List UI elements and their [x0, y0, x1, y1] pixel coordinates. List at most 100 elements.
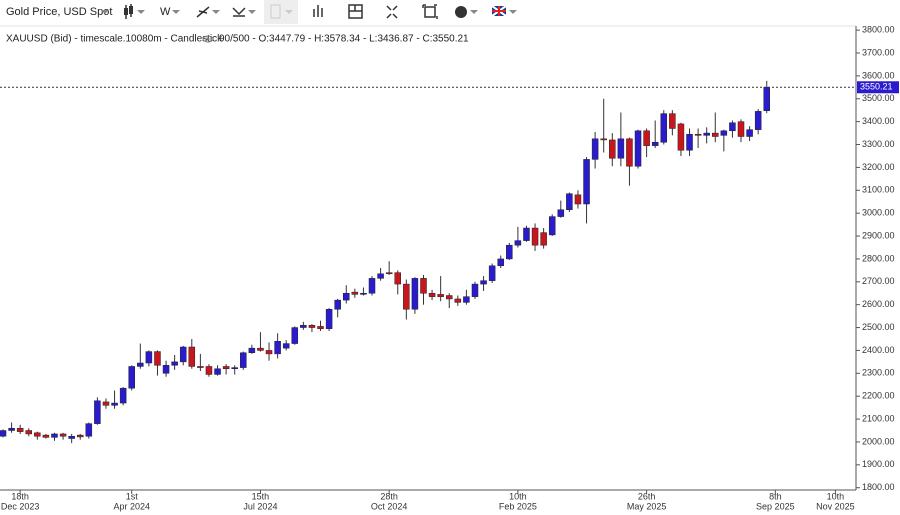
- candle-body: [102, 401, 110, 406]
- dropdown-caret: [172, 10, 180, 14]
- candle-body: [514, 240, 522, 246]
- x-tick-label: 10th: [827, 491, 845, 501]
- indicators-button[interactable]: [313, 5, 323, 17]
- y-tick-label: 3800.00: [862, 24, 895, 34]
- candle-body: [154, 351, 161, 366]
- language-button[interactable]: [491, 5, 517, 17]
- candle-body: [634, 130, 642, 167]
- candle-body: [557, 209, 565, 217]
- candle-body: [137, 362, 144, 367]
- candle-body: [274, 341, 281, 355]
- dropdown-caret: [101, 10, 109, 14]
- draw-line-button[interactable]: [196, 6, 220, 18]
- x-tick-label: 18th: [11, 491, 29, 501]
- candle-body: [626, 138, 633, 167]
- candle-body: [591, 138, 599, 160]
- candle-body: [0, 430, 7, 437]
- candle-body: [763, 87, 771, 111]
- y-tick-label: 2500.00: [862, 322, 895, 332]
- x-tick-label: Jul 2024: [243, 501, 277, 511]
- candle-body: [669, 113, 676, 129]
- x-tick-label: Apr 2024: [113, 501, 150, 511]
- candle-body: [403, 283, 410, 310]
- candle-body: [343, 292, 350, 301]
- candle-body: [368, 278, 376, 294]
- candle-body: [600, 138, 607, 141]
- candle-body: [454, 298, 462, 303]
- y-tick-label: 3200.00: [862, 162, 895, 172]
- fullscreen-button[interactable]: [386, 5, 398, 19]
- last-price-tag: [857, 81, 899, 94]
- candle-body: [188, 346, 196, 367]
- candle-body: [694, 133, 702, 136]
- candle-body: [197, 366, 204, 368]
- x-tick-label: Nov 2025: [816, 501, 855, 511]
- candle-body: [171, 361, 178, 366]
- candle-body: [394, 272, 402, 285]
- candle-body: [317, 326, 324, 329]
- y-tick-label: 3600.00: [862, 70, 895, 80]
- y-tick-label: 1800.00: [862, 482, 895, 492]
- y-tick-label: 3400.00: [862, 116, 895, 126]
- x-tick-label: 1st: [126, 491, 139, 501]
- y-tick-label: 2400.00: [862, 345, 895, 355]
- period-selector[interactable]: W: [160, 6, 171, 18]
- y-tick-label: 2000.00: [862, 436, 895, 446]
- candle-body: [282, 343, 290, 349]
- candle-body: [428, 292, 436, 297]
- candle-body: [111, 402, 118, 406]
- candle-body: [480, 280, 487, 285]
- y-tick-label: 3100.00: [862, 185, 895, 195]
- candle-body: [59, 433, 67, 437]
- candle-body: [703, 132, 710, 136]
- candle-body: [506, 244, 513, 260]
- candle-body: [214, 368, 221, 375]
- y-tick-label: 2800.00: [862, 253, 895, 263]
- x-tick-label: 26th: [638, 491, 656, 501]
- candle-body: [205, 366, 213, 375]
- y-tick-label: 2100.00: [862, 413, 895, 423]
- candle-body: [8, 427, 15, 431]
- candle-body: [325, 309, 333, 329]
- annotation-button[interactable]: [264, 0, 298, 24]
- candle-body: [25, 430, 32, 435]
- x-tick-label: May 2025: [627, 501, 667, 511]
- candle-body: [660, 113, 668, 143]
- candle-body: [265, 350, 273, 355]
- x-tick-label: Sep 2025: [756, 501, 795, 511]
- layout-button[interactable]: [348, 4, 363, 19]
- candle-body: [677, 123, 685, 151]
- candle-body: [162, 365, 170, 374]
- candle-body: [497, 258, 504, 267]
- candle-body: [240, 352, 247, 368]
- theme-button[interactable]: [455, 6, 478, 18]
- candle-body: [411, 278, 419, 310]
- candle-body: [145, 351, 153, 364]
- candle-body: [248, 347, 256, 353]
- candle-body: [583, 159, 590, 205]
- x-tick-label: 10th: [509, 491, 527, 501]
- y-tick-label: 2900.00: [862, 230, 895, 240]
- candle-body: [231, 367, 238, 369]
- candle-body: [257, 347, 264, 351]
- zoom-button[interactable]: [422, 4, 438, 19]
- candle-body: [720, 130, 728, 136]
- candle-body: [566, 193, 573, 210]
- candle-body: [540, 232, 547, 246]
- visibility-icon[interactable]: [202, 35, 214, 43]
- instrument-selector[interactable]: Gold Price, USD Spot: [6, 6, 112, 18]
- candle-body: [523, 227, 530, 241]
- candle-body: [334, 299, 341, 310]
- y-tick-label: 2700.00: [862, 276, 895, 286]
- candle-body: [291, 327, 299, 344]
- candle-body: [643, 130, 650, 146]
- candle-body: [737, 121, 745, 137]
- candle-body: [222, 366, 230, 369]
- draw-tools-button[interactable]: [232, 7, 256, 17]
- candle-body: [746, 129, 753, 137]
- candle-body: [76, 434, 84, 438]
- chart-type-button[interactable]: [124, 4, 145, 19]
- candle-body: [617, 138, 625, 159]
